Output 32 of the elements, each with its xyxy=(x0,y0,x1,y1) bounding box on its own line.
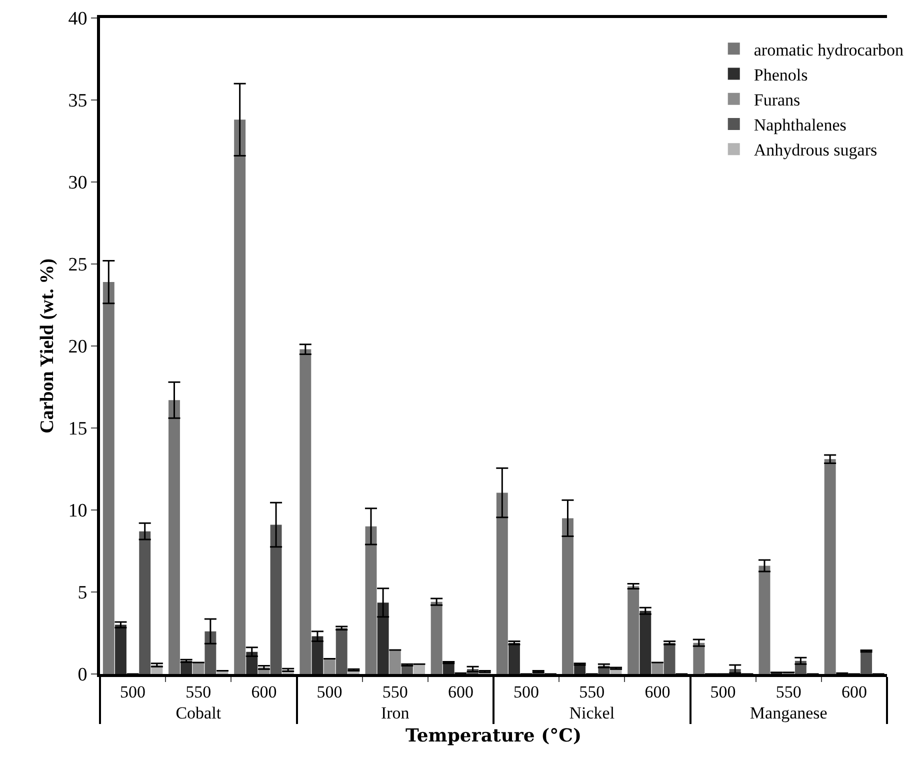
legend-label: Anhydrous sugars xyxy=(754,140,878,160)
x-tick-label: 550 xyxy=(579,682,605,702)
legend-label: Furans xyxy=(754,90,800,110)
y-tick-label: 15 xyxy=(68,418,88,440)
text: Manganese xyxy=(750,703,828,722)
text: Nickel xyxy=(569,703,615,722)
y-tick-label: 25 xyxy=(68,254,88,276)
y-tick-label: 10 xyxy=(68,500,88,522)
x-tick-label: 600 xyxy=(644,682,670,702)
legend-label: Phenols xyxy=(754,65,808,84)
text: Iron xyxy=(380,703,410,722)
text: Cobalt xyxy=(176,703,222,722)
x-tick-label: 500 xyxy=(316,682,342,702)
legend-label: Naphthalenes xyxy=(754,116,846,135)
y-tick-label: 35 xyxy=(68,90,88,112)
y-axis-title: Carbon Yield (wt. %) xyxy=(37,258,58,434)
x-axis-title: Temperature (°C) xyxy=(406,726,582,746)
x-tick-label: 550 xyxy=(382,682,408,702)
x-tick-label: 600 xyxy=(251,682,277,702)
y-tick-label: 20 xyxy=(68,336,88,358)
y-tick-label: 40 xyxy=(68,8,88,30)
y-tick-label: 30 xyxy=(68,172,88,194)
x-tick-label: 600 xyxy=(841,682,867,702)
legend-label: aromatic hydrocarbon xyxy=(754,40,904,60)
x-tick-label: 550 xyxy=(776,682,802,702)
x-tick-label: 500 xyxy=(710,682,736,702)
y-tick-label: 5 xyxy=(78,582,88,604)
y-tick-label: 0 xyxy=(78,664,88,686)
x-tick-label: 550 xyxy=(186,682,212,702)
x-tick-label: 500 xyxy=(120,682,146,702)
x-tick-label: 600 xyxy=(448,682,474,702)
x-tick-label: 500 xyxy=(514,682,540,702)
